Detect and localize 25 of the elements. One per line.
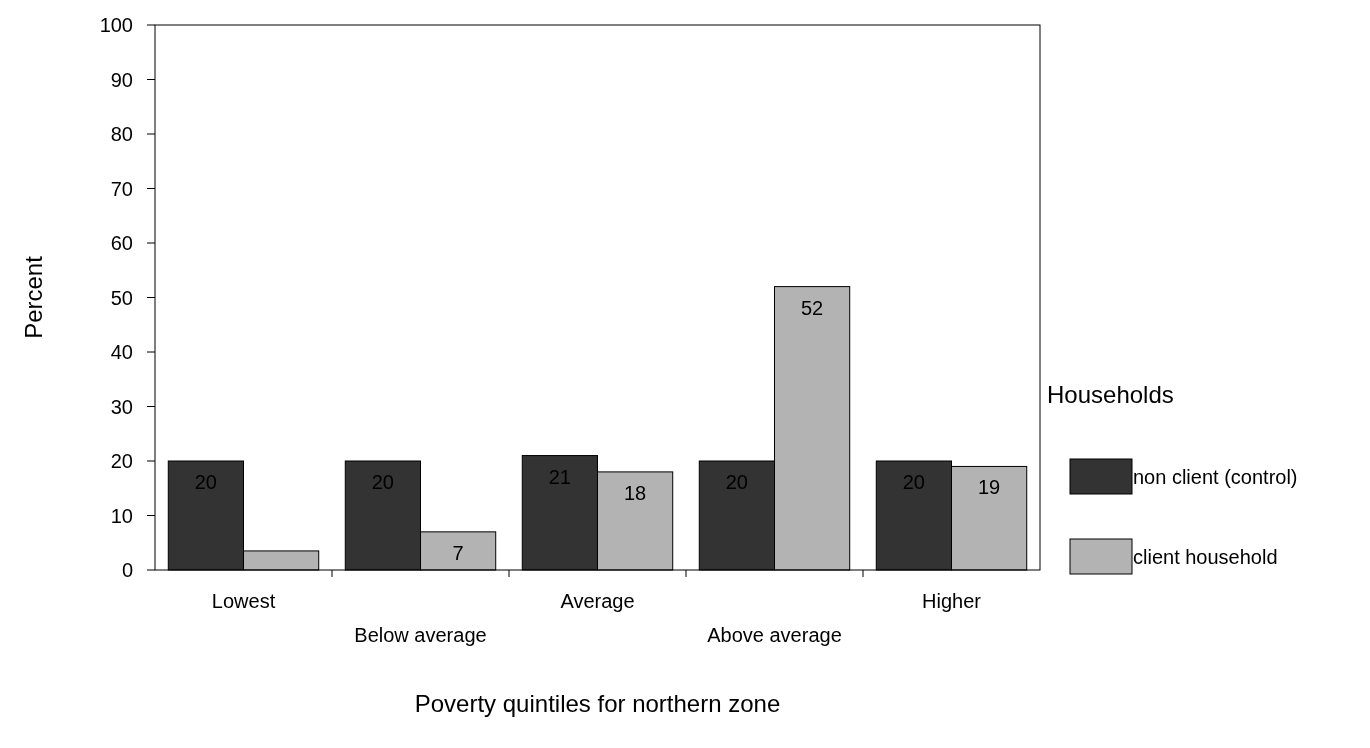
y-tick-label: 60 (110, 232, 133, 254)
data-label: 52 (800, 296, 824, 319)
data-label: 7 (452, 541, 464, 564)
x-axis-title: Poverty quintiles for northern zone (414, 690, 781, 717)
x-tick-label: Lowest (211, 590, 276, 612)
x-tick-label: Below average (354, 624, 487, 646)
legend-label: non client (control) (1133, 466, 1298, 488)
y-tick-label: 10 (110, 504, 133, 527)
y-tick-label: 50 (110, 286, 133, 309)
y-axis-title: Percent (20, 255, 47, 339)
y-tick-label: 30 (110, 395, 133, 418)
data-label: 19 (977, 476, 1001, 499)
y-tick-label: 40 (110, 341, 133, 363)
y-tick-label: 0 (121, 559, 133, 581)
data-label: 18 (623, 481, 647, 504)
x-tick-label: Higher (922, 590, 982, 612)
y-tick-label: 70 (110, 177, 133, 200)
y-tick-label: 80 (110, 123, 133, 145)
legend-label: client household (1133, 546, 1278, 568)
y-tick-label: 100 (99, 14, 133, 36)
y-tick-label: 90 (110, 68, 133, 91)
y-tick-label: 20 (110, 450, 133, 472)
legend-title: Households (1047, 381, 1174, 408)
x-tick-label: Average (560, 590, 635, 612)
x-tick-label: Above average (707, 624, 842, 646)
